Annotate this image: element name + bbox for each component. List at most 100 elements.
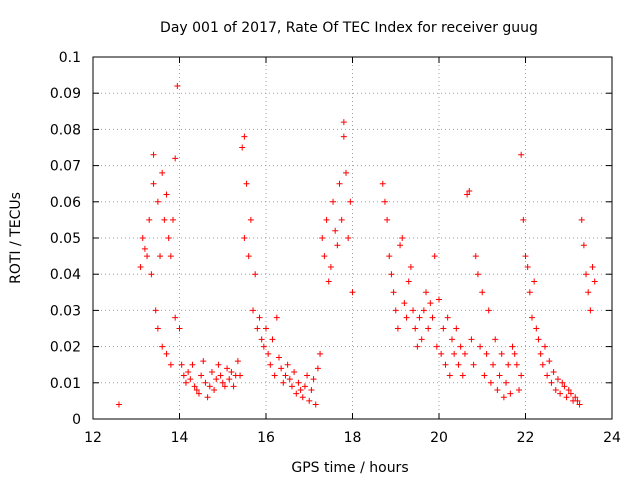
data-point <box>524 263 531 270</box>
y-tick-label: 0.01 <box>50 376 81 392</box>
data-point <box>202 379 209 386</box>
data-point <box>583 271 590 278</box>
data-point <box>591 278 598 285</box>
data-point <box>492 336 499 343</box>
data-point <box>165 235 172 241</box>
data-point <box>226 376 233 383</box>
data-point <box>526 289 533 296</box>
data-point <box>263 325 269 332</box>
data-point <box>485 307 492 314</box>
data-point <box>148 271 155 278</box>
x-tick-label: 20 <box>430 430 448 446</box>
data-point <box>258 336 265 343</box>
data-point <box>271 372 278 379</box>
data-point <box>423 289 430 296</box>
data-point <box>481 372 488 379</box>
data-point <box>157 253 164 260</box>
data-point <box>228 368 235 375</box>
data-point <box>587 307 594 314</box>
data-point <box>217 372 224 379</box>
data-point <box>146 216 153 223</box>
data-point <box>466 187 473 194</box>
data-point <box>403 314 410 321</box>
data-point <box>241 133 248 140</box>
data-point <box>397 242 404 249</box>
data-point <box>241 235 248 241</box>
data-point <box>187 376 194 383</box>
data-point <box>533 325 540 332</box>
data-point <box>539 361 546 368</box>
x-tick-label: 14 <box>171 430 189 446</box>
data-point <box>494 387 501 394</box>
y-tick-label: 0.06 <box>50 195 81 211</box>
data-point <box>498 350 505 357</box>
data-point <box>141 245 148 252</box>
data-point <box>230 383 237 390</box>
data-point <box>170 216 177 223</box>
x-tick-label: 22 <box>517 430 535 446</box>
data-point <box>334 242 341 249</box>
data-point <box>535 336 542 343</box>
y-tick-label: 0.1 <box>59 50 81 66</box>
data-point <box>531 278 538 285</box>
data-point <box>295 379 302 386</box>
y-tick-label: 0.07 <box>50 159 81 175</box>
x-tick-label: 24 <box>603 430 621 446</box>
data-point <box>468 336 475 343</box>
data-point <box>310 376 317 383</box>
data-point <box>152 307 159 314</box>
data-points <box>115 82 598 408</box>
data-point <box>559 379 566 386</box>
data-point <box>528 314 535 321</box>
data-point <box>198 372 205 379</box>
data-point <box>306 397 313 404</box>
data-point <box>546 358 553 365</box>
data-point <box>386 253 393 260</box>
data-point <box>256 314 263 321</box>
data-point <box>470 361 477 368</box>
data-point <box>314 365 321 372</box>
data-point <box>416 314 423 321</box>
data-point <box>444 314 451 321</box>
x-tick-label: 12 <box>84 430 102 446</box>
data-point <box>578 216 585 223</box>
data-point <box>304 372 311 379</box>
data-point <box>159 343 166 350</box>
data-point <box>565 387 572 394</box>
data-point <box>237 372 244 379</box>
data-point <box>552 387 559 394</box>
data-point <box>267 361 274 368</box>
data-point <box>338 216 345 223</box>
data-point <box>453 325 460 332</box>
data-point <box>461 350 468 357</box>
data-point <box>379 180 386 187</box>
data-point <box>347 198 354 205</box>
data-point <box>219 379 226 386</box>
data-point <box>182 379 189 386</box>
data-point <box>301 383 308 390</box>
data-point <box>345 235 352 241</box>
data-point <box>221 383 228 390</box>
data-point <box>451 350 458 357</box>
data-point <box>384 216 391 223</box>
data-point <box>438 350 445 357</box>
data-point <box>537 350 544 357</box>
data-point <box>427 300 434 307</box>
data-point <box>490 361 497 368</box>
data-point <box>503 379 510 386</box>
data-point <box>330 198 337 205</box>
data-point <box>167 361 174 368</box>
data-point <box>459 372 466 379</box>
data-point <box>293 390 300 397</box>
data-point <box>433 343 440 350</box>
y-tick-label: 0.05 <box>50 231 81 247</box>
data-point <box>479 289 486 296</box>
data-point <box>544 372 551 379</box>
data-point <box>483 350 490 357</box>
data-point <box>516 387 523 394</box>
data-point <box>243 180 250 187</box>
data-point <box>211 387 218 394</box>
data-point <box>448 336 455 343</box>
data-point <box>585 289 592 296</box>
data-point <box>172 314 179 321</box>
